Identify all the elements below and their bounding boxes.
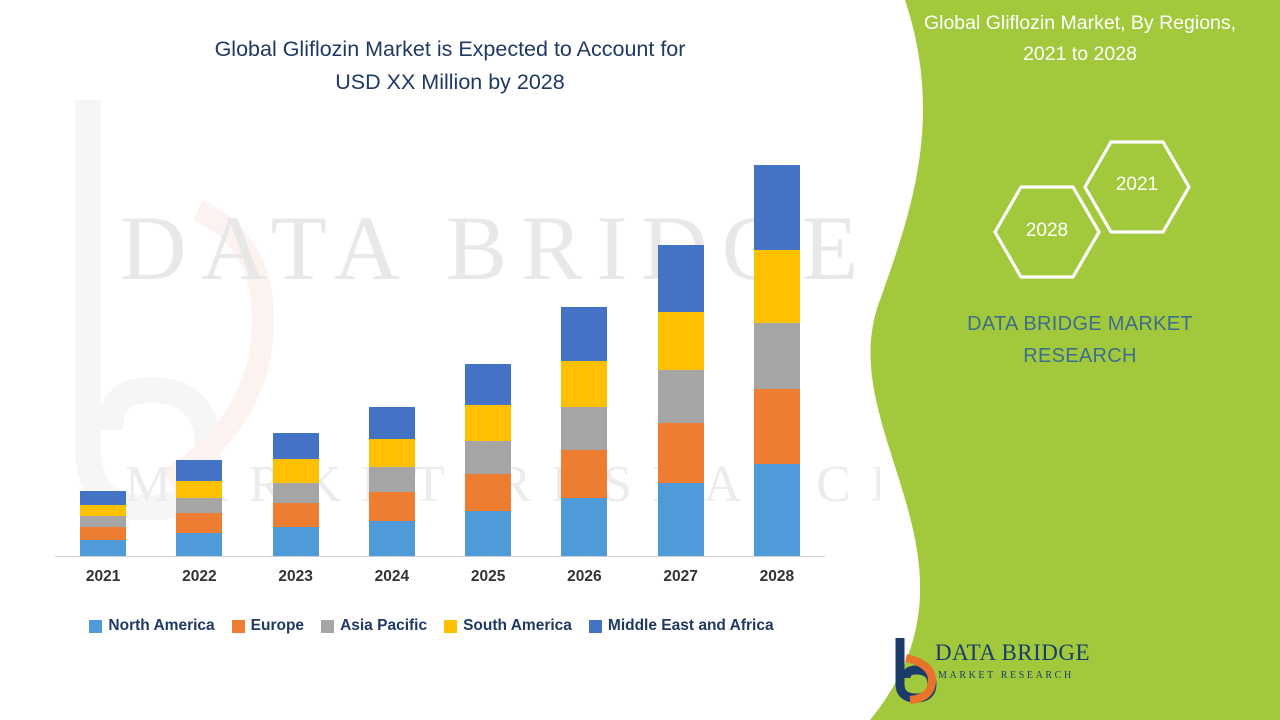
bar-group [753, 164, 800, 556]
logo-subtext: MARKET RESEARCH [938, 670, 1074, 681]
bar-group [80, 491, 127, 556]
x-axis-line [55, 556, 825, 557]
legend-swatch [444, 619, 458, 633]
chart-plot-area [55, 150, 825, 556]
green-panel-shape [870, 0, 1280, 720]
bar-group [657, 244, 704, 556]
bar-group [465, 363, 512, 556]
bar-segment [561, 449, 608, 498]
legend-label: Asia Pacific [340, 617, 428, 634]
legend-item[interactable]: Europe [231, 617, 305, 635]
panel-title-line1: Global Gliflozin Market, By Regions, [923, 12, 1237, 34]
legend-swatch [89, 619, 103, 633]
bar-segment [368, 407, 415, 440]
bar-segment [176, 532, 223, 556]
bar-segment [176, 513, 223, 533]
bar-segment [753, 249, 800, 324]
bar-segment [561, 407, 608, 450]
brand-name: DATA BRIDGE MARKET RESEARCH [900, 308, 1260, 372]
logo-text: DATA BRIDGE [935, 640, 1091, 665]
x-axis-label: 2026 [567, 568, 602, 585]
x-axis-label: 2023 [278, 568, 313, 585]
brand-name-line2: RESEARCH [1023, 345, 1137, 367]
bar-segment [272, 482, 319, 503]
bar-group [176, 460, 223, 556]
chart-title-line1: Global Gliflozin Market is Expected to A… [214, 37, 686, 61]
bar-segment [561, 360, 608, 408]
legend-item[interactable]: North America [89, 617, 215, 635]
bar-segment [368, 467, 415, 493]
legend-swatch [588, 619, 602, 633]
legend-swatch [321, 619, 335, 633]
hex-label-2021: 2021 [1115, 174, 1159, 195]
bar-segment [465, 405, 512, 441]
hex-label-2028: 2028 [1025, 220, 1069, 241]
bar-segment [368, 439, 415, 468]
legend-item[interactable]: South America [444, 617, 572, 635]
bar-segment [657, 370, 704, 423]
x-axis-label: 2024 [374, 568, 410, 585]
bar-segment [80, 516, 127, 528]
bar-segment [176, 498, 223, 514]
bar-group [561, 306, 608, 556]
chart-legend: North America Europe Asia Pacific South Ame… [55, 617, 825, 635]
hexagon-icon [993, 140, 1191, 279]
bar-segment [753, 464, 800, 556]
legend-item[interactable]: Asia Pacific [321, 617, 427, 635]
x-axis-label: 2025 [470, 568, 506, 585]
bar-segment [176, 480, 223, 499]
bar-segment [80, 504, 127, 517]
x-axis-label: 2021 [85, 568, 121, 585]
bar-segment [272, 433, 319, 460]
x-axis-label: 2027 [663, 568, 698, 585]
chart-title: Global Gliflozin Market is Expected to A… [60, 33, 840, 99]
bar-segment [80, 491, 127, 505]
bar-segment [465, 473, 512, 511]
panel-title-line2: 2021 to 2028 [1023, 43, 1137, 65]
bar-segment [753, 164, 800, 250]
bar-segment [561, 498, 608, 556]
bar-segment [657, 422, 704, 483]
bar-group [272, 433, 319, 556]
legend-swatch [231, 619, 245, 633]
bar-segment [80, 539, 127, 556]
bar-segment [753, 323, 800, 389]
bar-segment [465, 363, 512, 406]
legend-label: Europe [250, 617, 305, 634]
bar-segment [368, 492, 415, 522]
bar-segment [465, 441, 512, 474]
bar-segment [272, 502, 319, 527]
bar-segment [80, 527, 127, 540]
x-axis-label: 2022 [182, 568, 217, 585]
bar-segment [465, 510, 512, 556]
bar-segment [657, 312, 704, 371]
hexagon-badges: 2028 2021 [955, 140, 1275, 280]
right-green-panel: Global Gliflozin Market, By Regions, 202… [850, 0, 1280, 720]
legend-item[interactable]: Middle East and Africa [588, 617, 774, 635]
brand-name-line1: DATA BRIDGE MARKET [967, 313, 1193, 335]
bar-segment [657, 244, 704, 313]
bar-segment [368, 521, 415, 556]
panel-title: Global Gliflozin Market, By Regions, 202… [880, 0, 1280, 70]
data-bridge-logo-icon [895, 638, 937, 704]
bar-segment [272, 459, 319, 483]
x-axis-label: 2028 [759, 568, 795, 585]
bar-segment [753, 388, 800, 465]
chart-title-line2: USD XX Million by 2028 [335, 70, 565, 94]
legend-label: South America [463, 617, 572, 634]
bar-segment [272, 527, 319, 556]
bar-segment [561, 306, 608, 361]
legend-label: Middle East and Africa [607, 617, 774, 634]
legend-label: North America [108, 617, 215, 634]
bar-segment [176, 460, 223, 481]
x-axis-tick-labels: 2021 2022 2023 2024 2025 2026 2027 2028 [55, 568, 825, 594]
bar-segment [657, 482, 704, 556]
bar-group [368, 407, 415, 556]
